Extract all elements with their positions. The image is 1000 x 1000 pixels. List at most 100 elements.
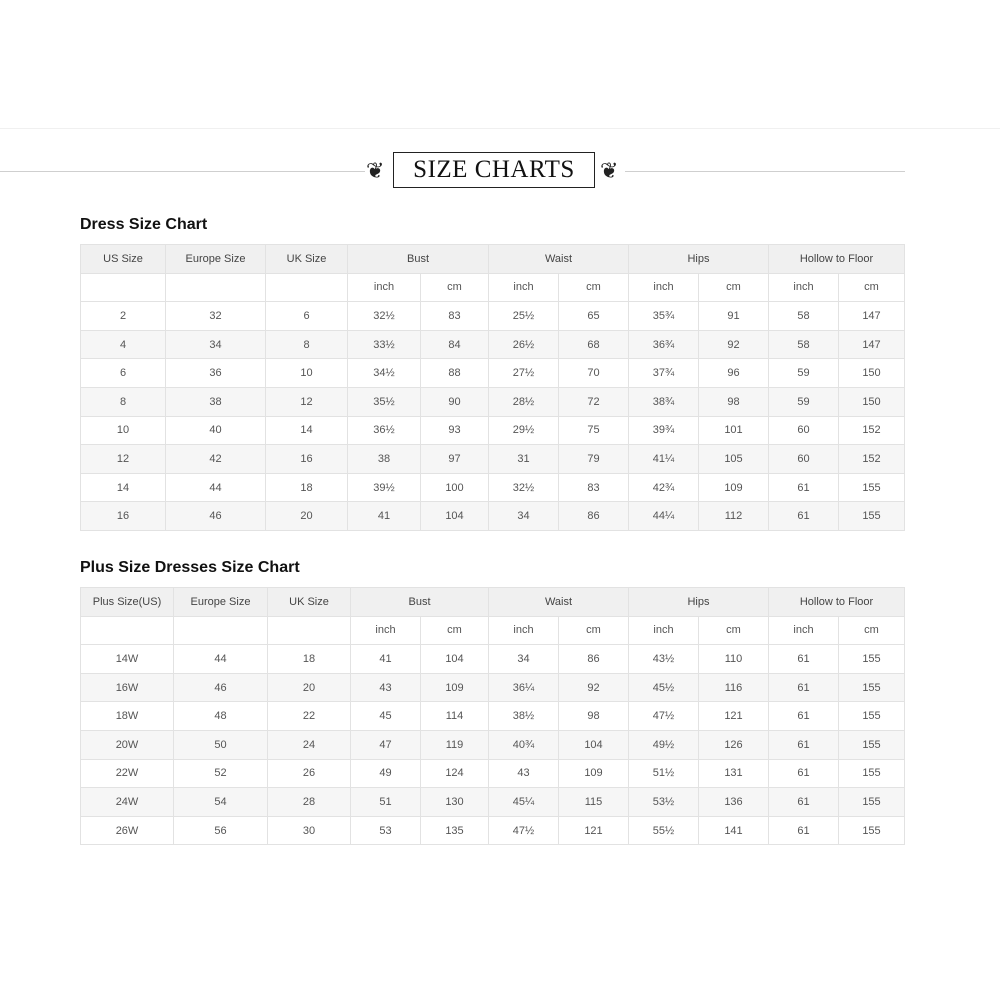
table-cell: 8 bbox=[80, 386, 166, 417]
column-header: Hips bbox=[628, 587, 769, 617]
table-cell: 41¼ bbox=[628, 444, 699, 474]
table-cell: 35¾ bbox=[628, 301, 699, 331]
header-divider bbox=[0, 128, 1000, 129]
table-cell: 147 bbox=[838, 329, 905, 360]
table-cell: 100 bbox=[420, 472, 489, 503]
table-cell: 115 bbox=[558, 787, 629, 817]
table-cell: 25½ bbox=[488, 301, 559, 331]
ornament-left-icon: ❦ bbox=[366, 158, 385, 183]
plus-size-chart-title: Plus Size Dresses Size Chart bbox=[80, 559, 300, 576]
column-header: Hollow to Floor bbox=[768, 244, 905, 274]
table-cell: 32 bbox=[165, 301, 266, 331]
table-cell: 59 bbox=[768, 358, 839, 388]
table-cell: 18 bbox=[265, 472, 348, 503]
table-cell: 92 bbox=[698, 329, 769, 360]
table-cell: 36¾ bbox=[628, 329, 699, 360]
table-cell: 150 bbox=[838, 386, 905, 417]
table-cell: 155 bbox=[838, 644, 905, 674]
table-cell: 20W bbox=[80, 729, 174, 760]
table-cell: 52 bbox=[173, 758, 268, 789]
table-cell: 18 bbox=[267, 644, 351, 674]
unit-row: inch cm inch cm inch cm inch cm bbox=[80, 615, 905, 646]
table-row: 4 34 8 33½ 84 26½ 68 36¾ 92 58 147 bbox=[80, 329, 905, 360]
table-cell: 51 bbox=[350, 787, 421, 817]
table-cell: 155 bbox=[838, 729, 905, 760]
unit-header: inch bbox=[488, 615, 559, 646]
empty-cell bbox=[173, 615, 268, 646]
table-row: 16 46 20 41 104 34 86 44¼ 112 61 155 bbox=[80, 501, 905, 531]
table-cell: 112 bbox=[698, 501, 769, 531]
table-cell: 4 bbox=[80, 329, 166, 360]
table-cell: 92 bbox=[558, 672, 629, 703]
table-cell: 75 bbox=[558, 415, 629, 446]
table-cell: 33½ bbox=[347, 329, 421, 360]
table-cell: 119 bbox=[420, 729, 489, 760]
table-cell: 28½ bbox=[488, 386, 559, 417]
table-cell: 39¾ bbox=[628, 415, 699, 446]
table-cell: 42 bbox=[165, 444, 266, 474]
table-cell: 105 bbox=[698, 444, 769, 474]
table-cell: 35½ bbox=[347, 386, 421, 417]
unit-header: cm bbox=[838, 615, 905, 646]
empty-cell bbox=[267, 615, 351, 646]
column-header: Hollow to Floor bbox=[768, 587, 905, 617]
column-header: Europe Size bbox=[165, 244, 266, 274]
unit-header: cm bbox=[420, 615, 489, 646]
table-cell: 104 bbox=[558, 729, 629, 760]
page-title: SIZE CHARTS bbox=[393, 152, 595, 188]
table-cell: 2 bbox=[80, 301, 166, 331]
table-cell: 90 bbox=[420, 386, 489, 417]
table-cell: 130 bbox=[420, 787, 489, 817]
table-cell: 141 bbox=[698, 815, 769, 846]
table-row: 10 40 14 36½ 93 29½ 75 39¾ 101 60 152 bbox=[80, 415, 905, 446]
table-cell: 43 bbox=[350, 672, 421, 703]
table-cell: 147 bbox=[838, 301, 905, 331]
table-cell: 14 bbox=[80, 472, 166, 503]
unit-header: inch bbox=[628, 615, 699, 646]
table-cell: 98 bbox=[558, 701, 629, 731]
table-cell: 61 bbox=[768, 815, 839, 846]
table-cell: 84 bbox=[420, 329, 489, 360]
table-cell: 34 bbox=[488, 501, 559, 531]
table-cell: 50 bbox=[173, 729, 268, 760]
table-row: 20W 50 24 47 119 40¾ 104 49½ 126 61 155 bbox=[80, 729, 905, 760]
table-cell: 53 bbox=[350, 815, 421, 846]
table-cell: 40¾ bbox=[488, 729, 559, 760]
table-cell: 48 bbox=[173, 701, 268, 731]
table-cell: 16 bbox=[80, 501, 166, 531]
table-cell: 88 bbox=[420, 358, 489, 388]
table-cell: 61 bbox=[768, 644, 839, 674]
table-cell: 26W bbox=[80, 815, 174, 846]
table-cell: 44 bbox=[165, 472, 266, 503]
table-cell: 121 bbox=[558, 815, 629, 846]
table-cell: 155 bbox=[838, 672, 905, 703]
table-cell: 36½ bbox=[347, 415, 421, 446]
table-row: 6 36 10 34½ 88 27½ 70 37¾ 96 59 150 bbox=[80, 358, 905, 388]
table-cell: 16W bbox=[80, 672, 174, 703]
table-cell: 72 bbox=[558, 386, 629, 417]
header-row: Plus Size(US) Europe Size UK Size Bust Waist… bbox=[80, 587, 905, 617]
table-cell: 16 bbox=[265, 444, 348, 474]
table-cell: 83 bbox=[558, 472, 629, 503]
table-cell: 36¼ bbox=[488, 672, 559, 703]
table-cell: 136 bbox=[698, 787, 769, 817]
table-cell: 98 bbox=[698, 386, 769, 417]
unit-header: cm bbox=[698, 272, 769, 303]
table-cell: 47½ bbox=[488, 815, 559, 846]
column-header: Europe Size bbox=[173, 587, 268, 617]
table-cell: 56 bbox=[173, 815, 268, 846]
table-cell: 49 bbox=[350, 758, 421, 789]
table-cell: 45¼ bbox=[488, 787, 559, 817]
table-cell: 46 bbox=[173, 672, 268, 703]
table-cell: 55½ bbox=[628, 815, 699, 846]
table-cell: 155 bbox=[838, 815, 905, 846]
table-cell: 36 bbox=[165, 358, 266, 388]
table-cell: 22W bbox=[80, 758, 174, 789]
table-cell: 32½ bbox=[347, 301, 421, 331]
table-row: 24W 54 28 51 130 45¼ 115 53½ 136 61 155 bbox=[80, 787, 905, 817]
column-header: UK Size bbox=[265, 244, 348, 274]
table-cell: 114 bbox=[420, 701, 489, 731]
column-header: Bust bbox=[347, 244, 489, 274]
table-cell: 68 bbox=[558, 329, 629, 360]
table-cell: 24 bbox=[267, 729, 351, 760]
